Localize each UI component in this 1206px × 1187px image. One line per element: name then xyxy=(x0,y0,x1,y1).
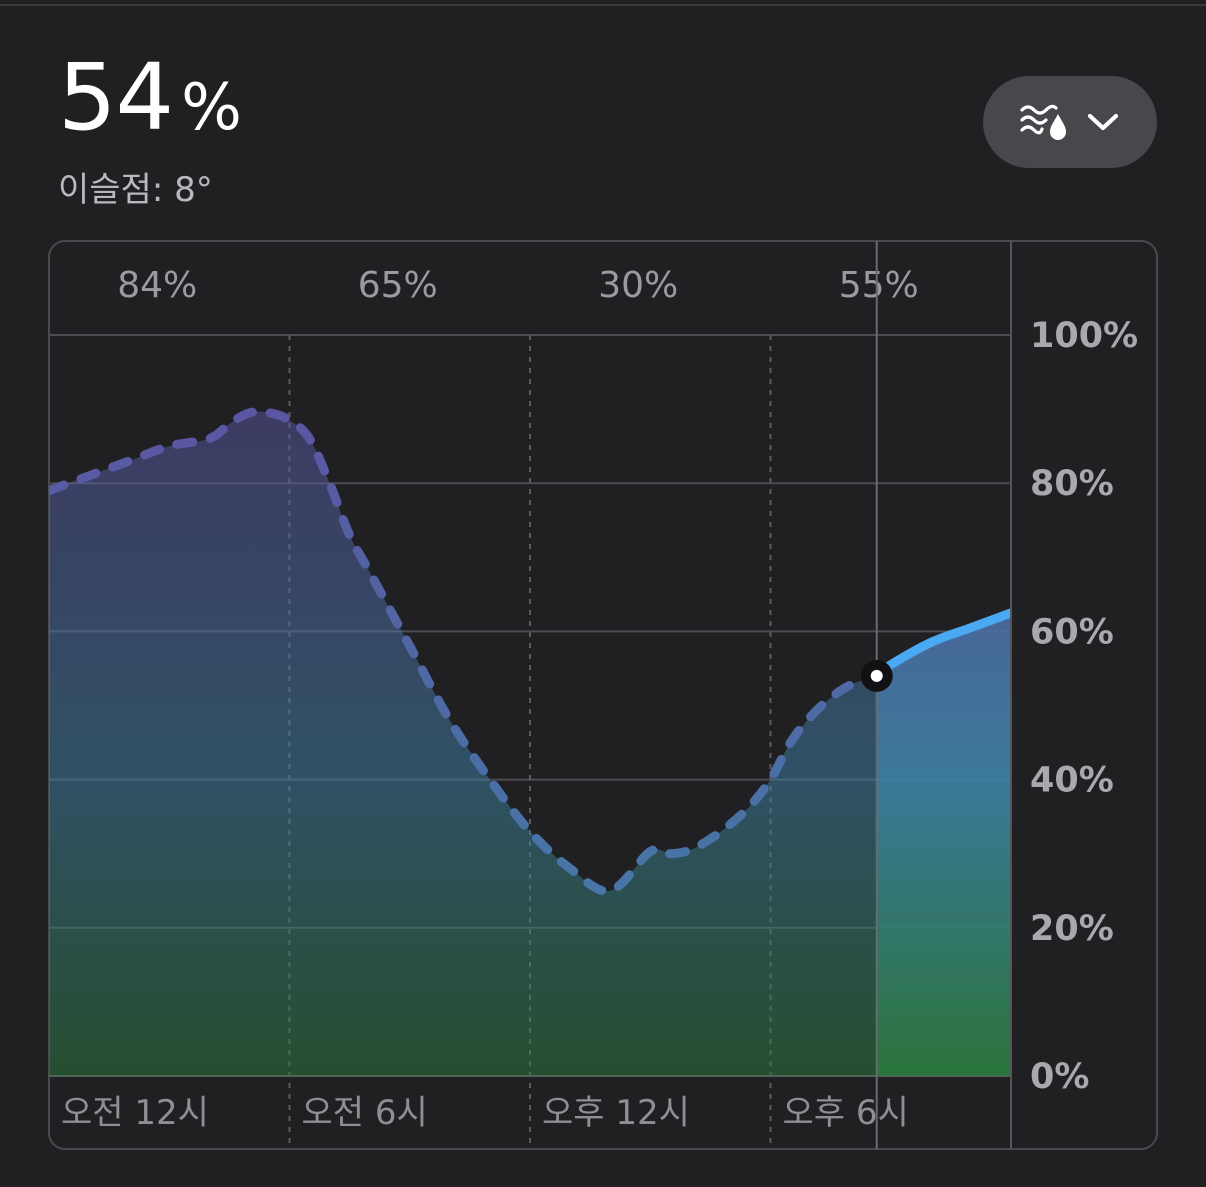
y-tick-label: 80% xyxy=(1030,464,1114,504)
chevron-down-icon xyxy=(1086,110,1120,134)
current-humidity-number: 54 xyxy=(58,44,174,151)
humidity-header: 54 % 이슬점: 8° xyxy=(58,52,242,211)
period-summary-label: 55% xyxy=(839,265,919,306)
period-summary-label: 30% xyxy=(598,265,678,306)
area-fill-future xyxy=(876,612,1011,1076)
y-tick-label: 0% xyxy=(1030,1057,1089,1097)
y-tick-label: 60% xyxy=(1030,612,1114,652)
current-point-dot xyxy=(870,669,883,682)
current-humidity-unit: % xyxy=(181,71,242,145)
x-tick-labels: 오전 12시 오전 6시 오후 12시 오후 6시 xyxy=(61,1093,909,1133)
top-divider xyxy=(0,4,1206,6)
period-summary-label: 84% xyxy=(117,265,197,306)
x-tick-label: 오후 6시 xyxy=(783,1093,909,1133)
x-tick-label: 오전 6시 xyxy=(302,1093,428,1133)
current-humidity: 54 % xyxy=(58,52,242,144)
y-tick-label: 100% xyxy=(1030,316,1138,356)
metric-selector-button[interactable] xyxy=(983,76,1157,168)
x-tick-label: 오후 12시 xyxy=(542,1093,690,1133)
series-line-past xyxy=(49,407,877,896)
y-tick-labels: 100% 80% 60% 40% 20% 0% xyxy=(1030,316,1138,1097)
x-tick-label: 오전 12시 xyxy=(61,1093,209,1133)
dew-point-label: 이슬점: 8° xyxy=(58,170,213,210)
humidity-icon xyxy=(1020,102,1072,142)
period-summary-labels: 84% 65% 30% 55% xyxy=(117,265,919,306)
y-tick-label: 40% xyxy=(1030,761,1114,801)
period-summary-label: 65% xyxy=(358,265,438,306)
y-tick-label: 20% xyxy=(1030,909,1114,949)
